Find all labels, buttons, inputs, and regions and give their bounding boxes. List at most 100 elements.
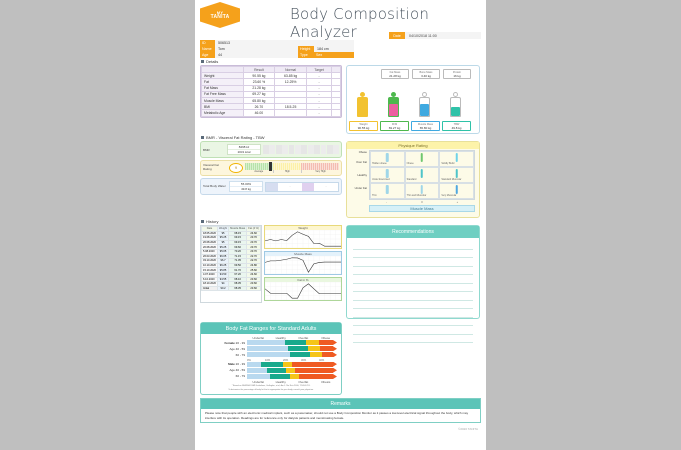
physique-cell-label: Thin	[372, 194, 377, 197]
physique-cell: Very Muscular	[439, 183, 474, 199]
body-figure-panel: Fat Mass 21.28 kg Bone Mass 3.40 kg Protei…	[346, 65, 480, 134]
recommendation-line[interactable]	[353, 309, 473, 318]
body-fat-row-label: Female 20 - 39	[224, 340, 245, 345]
recommendation-line[interactable]	[353, 267, 473, 275]
body-fat-category: Overfat	[298, 336, 309, 340]
figure-bottom-box: Muscle Mass 65.80 kg	[411, 121, 440, 131]
vfr-label: Visceral Fat Rating	[203, 163, 219, 171]
recommendations-panel: Recommendations	[346, 225, 480, 343]
figure-box-title: Muscle Mass	[417, 122, 434, 126]
footer-text: ©2020 TANITA	[458, 427, 478, 432]
muscle-mass-axis-label: Muscle Mass	[369, 205, 475, 212]
body-fat-category: Obesis	[321, 380, 331, 385]
figure-top-box: Protein 16 kg	[443, 69, 471, 79]
row-age: Age 44 Type Sex	[200, 52, 354, 58]
details-row-label: Metabolic Age	[201, 109, 244, 117]
history-initial-label: Initial	[200, 285, 219, 292]
table-row: Muscle Mass 65.80 kg -	[201, 96, 341, 105]
bmr-section-label: BMR - Visceral Fat Rating - TBW	[201, 135, 486, 140]
physique-y-label: Healthy	[357, 173, 367, 177]
body-fat-row: Female 20 - 39	[205, 340, 337, 345]
history-muscle: 68.35	[228, 285, 248, 292]
id-value: 506513	[215, 40, 354, 46]
physique-rating-panel: Physique Rating Obese Over Fat Healthy Unde…	[346, 141, 480, 218]
bmr-panel: BMR 8498 kJ 2031 kcal	[200, 141, 342, 158]
details-target: -	[305, 109, 333, 117]
recommendation-line[interactable]	[353, 326, 473, 335]
tbw-percent: 55.00%	[240, 182, 252, 186]
history-fat: 23.60	[246, 285, 261, 292]
logo-line-1: MY	[216, 9, 224, 15]
history-chart-title: Weight	[265, 226, 341, 230]
table-row: 4.07.2020 94.50 67.20 24.60	[200, 271, 261, 278]
recommendation-line[interactable]	[353, 258, 473, 267]
physique-cell-label: Obese	[406, 162, 414, 165]
figure-box-title: FFM	[391, 122, 398, 126]
recommendation-line[interactable]	[353, 301, 473, 309]
figure-top-box: Fat Mass 21.28 kg	[381, 69, 409, 79]
figure-bottom-box: TBW 49.8 kg	[442, 121, 471, 131]
physique-cell: Hidden obese	[370, 151, 405, 167]
recommendation-line[interactable]	[353, 250, 473, 258]
sex-label: Sex	[314, 52, 354, 58]
figure-box-value: 16 kg	[453, 73, 461, 78]
table-row: Fat 23.60 % 12-25% -	[201, 78, 341, 86]
body-fat-row: Male 20 - 39	[205, 361, 337, 367]
body-fat-segment-overfat	[309, 352, 323, 358]
body-fat-row-label: 60 - 79	[235, 352, 245, 357]
physique-y-label: Under Fat	[354, 186, 367, 190]
age-value: 44	[215, 52, 298, 58]
details-section-label: Details	[201, 59, 486, 64]
body-figure-icon	[450, 92, 461, 117]
body-fat-segment-overfat	[282, 361, 292, 367]
history-weight: 90.2	[217, 285, 230, 292]
body-fat-category: Healthy	[275, 336, 286, 340]
physique-y-label: Over Fat	[356, 160, 367, 164]
recommendation-line[interactable]	[353, 335, 473, 343]
body-fat-category: Underfat	[252, 336, 264, 340]
history-charts: Weight Muscle Mass Fat in %	[264, 225, 342, 303]
bmr-label: BMR	[203, 147, 210, 152]
body-fat-row: Age 40 - 59	[205, 367, 337, 373]
remarks-text: Please note that people with an electron…	[205, 411, 469, 420]
body-fat-row-label: 60 - 79	[235, 374, 245, 379]
body-fat-segment-underfat	[247, 373, 271, 379]
tbw-kg: 49.8 kg	[230, 186, 262, 191]
body-fat-title: Body Fat Ranges for Standard Adults	[201, 323, 341, 334]
remarks-title: Remarks	[201, 399, 480, 410]
recommendation-line[interactable]	[353, 292, 473, 301]
recommendation-line[interactable]	[353, 275, 473, 284]
table-row: Metabolic Age 46.00 -	[201, 109, 341, 117]
vfr-dial: 9	[229, 163, 243, 173]
bmr-kj: 8498 kJ	[238, 145, 250, 149]
row-id: ID 506513	[200, 40, 354, 46]
history-chart: Weight	[264, 225, 342, 249]
body-fat-segment-obese	[318, 340, 333, 345]
history-chart-title: Fat in %	[265, 278, 341, 282]
body-fat-male-rows: Male 20 - 39 Age 40 - 59 60 - 79	[205, 361, 337, 379]
body-fat-category: Underfat	[252, 380, 264, 385]
physique-cell-label: Very Muscular	[441, 194, 457, 197]
figure-box-value: 90.55 kg	[357, 125, 370, 130]
recommendation-line[interactable]	[353, 241, 473, 250]
body-fat-segment-underfat	[247, 352, 290, 358]
details-table: Result Normal Target Weight 90.55 kg 63-85…	[200, 65, 342, 118]
body-fat-row: Age 40 - 59	[205, 346, 337, 352]
body-fat-segment-obese	[298, 373, 333, 379]
body-fat-row-label: Age 40 - 59	[229, 346, 245, 351]
physique-cell-label: Standard Muscular	[441, 178, 462, 181]
physique-cell: Under Exercised	[370, 167, 405, 183]
figure-box-title: Weight	[359, 122, 368, 126]
physique-title: Physique Rating	[347, 142, 479, 149]
body-fat-ranges-panel: Body Fat Ranges for Standard Adults Unde…	[200, 322, 342, 396]
recommendation-line[interactable]	[353, 284, 473, 292]
history-chart-title: Muscle Mass	[265, 252, 341, 256]
bmr-kcal: 2031 kcal	[228, 149, 260, 154]
physique-y-label: Obese	[358, 150, 367, 154]
body-fat-row-label: Male 20 - 39	[228, 362, 245, 367]
history-initial-row: Initial 90.2 68.35 23.60	[200, 285, 261, 292]
body-fat-note-1: * Based on NIH/WHO BMI Guidelines, Galla…	[231, 385, 311, 388]
physique-x-tick: 0	[421, 201, 423, 204]
physique-x-tick: +	[456, 201, 459, 204]
recommendation-line[interactable]	[353, 318, 473, 326]
